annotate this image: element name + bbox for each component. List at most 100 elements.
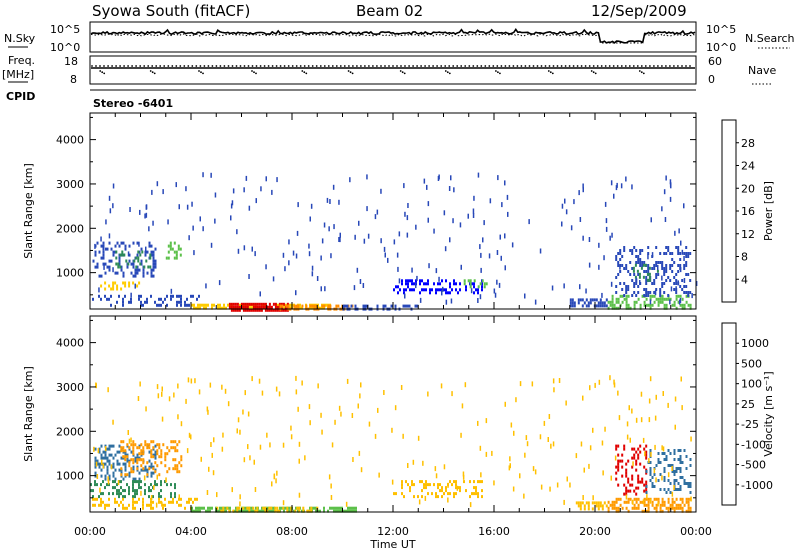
range-cell bbox=[130, 262, 133, 266]
range-cell bbox=[407, 282, 409, 286]
scatter-cell bbox=[265, 264, 267, 270]
range-cell bbox=[463, 480, 465, 484]
scatter-cell bbox=[605, 218, 608, 224]
scatter-cell bbox=[309, 420, 311, 426]
range-cell bbox=[180, 458, 183, 462]
nave-dot bbox=[620, 65, 623, 67]
range-cell bbox=[140, 458, 143, 462]
range-cell bbox=[651, 485, 654, 488]
range-cell bbox=[647, 252, 650, 255]
range-cell bbox=[597, 507, 600, 511]
range-cell bbox=[481, 279, 484, 283]
nave-dot bbox=[364, 65, 366, 67]
range-cell bbox=[451, 288, 453, 292]
nave-dot bbox=[331, 65, 334, 67]
range-cell bbox=[339, 506, 341, 510]
range-cell bbox=[106, 247, 109, 251]
range-cell bbox=[122, 446, 125, 450]
range-cell bbox=[465, 489, 467, 493]
scatter-cell bbox=[353, 285, 356, 291]
scatter-cell bbox=[427, 391, 429, 397]
range-cell bbox=[431, 492, 433, 496]
nave-dot bbox=[497, 71, 499, 74]
range-cell bbox=[321, 304, 324, 308]
range-cell bbox=[114, 281, 117, 285]
nave-tick-bottom: 0 bbox=[708, 73, 715, 86]
range-cell bbox=[92, 503, 94, 507]
range-cell bbox=[138, 294, 140, 298]
nave-dot bbox=[532, 65, 535, 67]
range-cell bbox=[633, 306, 636, 310]
range-cell bbox=[681, 297, 684, 301]
range-cell bbox=[631, 249, 634, 252]
range-cell bbox=[238, 506, 241, 510]
nave-dot bbox=[131, 65, 134, 67]
scatter-cell bbox=[290, 434, 293, 440]
range-cell bbox=[663, 291, 666, 294]
scatter-cell bbox=[338, 199, 340, 205]
scatter-cell bbox=[504, 233, 506, 239]
scatter-cell bbox=[339, 232, 341, 238]
range-cell bbox=[639, 261, 642, 264]
scatter-cell bbox=[251, 376, 253, 382]
scatter-cell bbox=[186, 448, 189, 454]
range-cell bbox=[98, 450, 101, 454]
range-cell bbox=[236, 506, 239, 510]
scatter-cell bbox=[339, 237, 341, 243]
range-cell bbox=[627, 288, 630, 291]
nsky-tick-top: 10^5 bbox=[50, 23, 80, 36]
colorbar-tick-label: 500 bbox=[741, 357, 762, 370]
scatter-cell bbox=[358, 450, 361, 456]
range-cell bbox=[641, 509, 644, 513]
range-cell bbox=[599, 304, 602, 308]
nave-dot bbox=[412, 65, 414, 67]
scatter-cell bbox=[130, 437, 132, 443]
range-cell bbox=[649, 470, 652, 473]
scatter-cell bbox=[144, 213, 146, 219]
range-cell bbox=[239, 303, 241, 307]
nave-dot bbox=[524, 65, 527, 67]
range-cell bbox=[152, 486, 154, 490]
range-cell bbox=[665, 306, 668, 310]
range-cell bbox=[435, 495, 437, 499]
nsearch-tick-bottom: 10^0 bbox=[706, 41, 736, 54]
range-cell bbox=[195, 306, 197, 310]
range-cell bbox=[685, 467, 688, 470]
range-cell bbox=[675, 503, 678, 507]
range-cell bbox=[124, 449, 127, 453]
range-cell bbox=[102, 500, 104, 504]
range-cell bbox=[342, 304, 345, 308]
nave-dot bbox=[540, 65, 543, 67]
power-frame bbox=[89, 112, 697, 310]
range-cell bbox=[633, 291, 636, 294]
range-cell bbox=[309, 306, 311, 310]
range-cell bbox=[150, 503, 152, 507]
range-cell bbox=[665, 267, 668, 270]
range-cell bbox=[124, 495, 126, 499]
range-cell bbox=[191, 303, 193, 307]
range-cell bbox=[116, 450, 119, 454]
range-cell bbox=[669, 297, 672, 301]
range-cell bbox=[243, 509, 245, 513]
range-cell bbox=[299, 303, 301, 307]
range-cell bbox=[176, 303, 178, 307]
scatter-cell bbox=[162, 189, 164, 195]
xtick-label: 12:00 bbox=[377, 525, 409, 538]
range-cell bbox=[174, 492, 176, 496]
range-cell bbox=[301, 304, 304, 308]
range-cell bbox=[156, 483, 158, 487]
range-cell bbox=[203, 506, 205, 510]
range-cell bbox=[667, 449, 670, 452]
range-cell bbox=[236, 305, 239, 309]
range-cell bbox=[667, 488, 670, 491]
nave-dot bbox=[588, 65, 591, 67]
range-cell bbox=[144, 468, 147, 472]
scatter-cell bbox=[249, 455, 251, 461]
nave-dot bbox=[255, 72, 257, 75]
range-cell bbox=[625, 267, 628, 270]
range-cell bbox=[171, 247, 174, 251]
range-cell bbox=[140, 294, 142, 298]
range-cell bbox=[228, 509, 231, 513]
range-cell bbox=[138, 446, 141, 450]
range-cell bbox=[621, 294, 624, 298]
